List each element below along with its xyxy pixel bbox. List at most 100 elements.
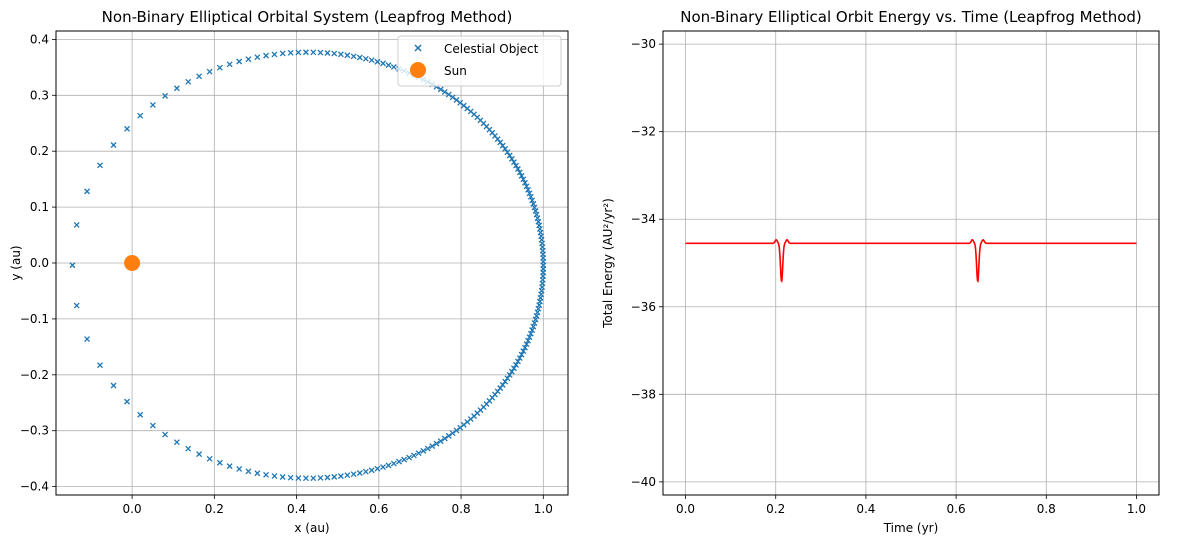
orbit-point <box>390 63 397 70</box>
energy-plot-grid <box>663 31 1159 495</box>
legend-celestial-marker <box>414 44 422 52</box>
orbit-point <box>506 371 513 378</box>
energy-xtick-label: 0.8 <box>1037 502 1056 516</box>
orbit-ytick-label: 0.0 <box>30 256 49 270</box>
orbit-point <box>216 459 223 466</box>
orbit-ytick-label: 0.4 <box>30 32 49 46</box>
orbit-point <box>137 112 144 119</box>
orbit-point <box>374 465 381 472</box>
orbit-point <box>518 351 525 358</box>
orbit-point <box>529 197 536 204</box>
energy-plot-title: Non-Binary Elliptical Orbit Energy vs. T… <box>680 8 1142 26</box>
orbit-point <box>206 455 213 462</box>
orbit-point <box>263 52 270 59</box>
orbit-ytick-label: −0.3 <box>20 424 49 438</box>
orbit-plot-ylabel: y (au) <box>9 245 23 280</box>
orbit-point <box>110 382 117 389</box>
orbit-point <box>385 62 392 69</box>
energy-plot-xlabel: Time (yr) <box>883 521 939 535</box>
orbit-point <box>433 440 440 447</box>
orbit-point <box>526 190 533 197</box>
orbit-point <box>510 365 517 372</box>
orbit-point <box>110 142 117 148</box>
orbit-point <box>295 49 302 56</box>
orbit-point <box>522 344 528 351</box>
orbit-point <box>271 473 278 480</box>
orbit-point <box>137 411 144 418</box>
orbit-plot-grid <box>56 31 568 495</box>
orbit-point <box>185 445 192 452</box>
orbit-xtick-label: 1.0 <box>534 502 553 516</box>
orbit-point <box>445 432 452 439</box>
orbit-plot-frame <box>55 30 569 496</box>
energy-xtick-label: 0.2 <box>766 502 785 516</box>
orbit-point <box>525 186 532 193</box>
orbit-xtick-label: 0.4 <box>287 502 306 516</box>
orbit-point <box>279 474 286 480</box>
orbit-point <box>344 52 351 59</box>
orbit-point <box>514 166 521 172</box>
orbit-point <box>362 55 369 62</box>
orbit-point <box>149 101 156 108</box>
orbit-point <box>356 54 363 61</box>
energy-xtick-label: 1.0 <box>1127 502 1146 516</box>
orbit-point <box>380 60 386 67</box>
energy-ytick-label: −34 <box>631 212 656 226</box>
orbit-point <box>530 323 537 330</box>
orbit-point <box>287 474 294 481</box>
orbit-point <box>185 78 192 85</box>
orbit-xtick-label: 0.8 <box>452 502 471 516</box>
orbit-point <box>368 57 375 64</box>
orbit-point <box>226 61 233 68</box>
orbit-point <box>73 221 80 228</box>
orbit-point <box>415 450 422 457</box>
orbit-point <box>331 473 338 480</box>
orbit-point <box>406 454 413 461</box>
orbit-point <box>344 472 351 479</box>
orbit-point <box>445 91 452 98</box>
orbit-point <box>368 467 375 474</box>
orbit-point <box>504 149 511 156</box>
orbit-point <box>324 50 331 56</box>
energy-plot-frame <box>662 30 1160 496</box>
orbit-point <box>508 368 515 375</box>
orbit-point <box>162 92 169 99</box>
orbit-point <box>527 193 534 200</box>
orbit-point <box>510 159 517 166</box>
orbit-point <box>216 64 223 71</box>
orbit-point <box>520 348 527 355</box>
energy-plot: Non-Binary Elliptical Orbit Energy vs. T… <box>601 8 1160 535</box>
orbit-ytick-label: −0.1 <box>20 312 49 326</box>
orbit-point <box>441 88 448 95</box>
orbit-point <box>502 145 509 152</box>
orbit-plot-legend: Celestial Object Sun <box>397 35 562 87</box>
orbit-point <box>350 53 357 60</box>
orbit-ytick-label: 0.1 <box>30 200 49 214</box>
orbit-point <box>236 58 243 65</box>
energy-xtick-label: 0.6 <box>947 502 966 516</box>
orbit-point <box>523 341 530 348</box>
orbit-point <box>506 152 513 159</box>
orbit-point <box>84 336 91 343</box>
orbit-point <box>453 427 460 434</box>
orbit-point <box>271 51 278 58</box>
orbit-point <box>97 162 103 169</box>
orbit-point <box>356 470 363 476</box>
orbit-point <box>295 475 302 482</box>
orbit-point <box>173 439 180 446</box>
orbit-point <box>410 452 417 459</box>
orbit-point <box>390 460 397 467</box>
orbit-plot-title: Non-Binary Elliptical Orbital System (Le… <box>102 8 513 26</box>
energy-plot-ticks: 0.0 0.2 0.4 0.6 0.8 1.0 −40 −38 −36 −34 −32 −30 <box>631 37 1146 516</box>
orbit-point <box>457 424 464 431</box>
orbit-point <box>527 330 534 337</box>
orbit-plot-points <box>69 49 547 482</box>
orbit-xtick-label: 0.2 <box>205 502 224 516</box>
orbit-point <box>520 176 527 183</box>
energy-ytick-label: −40 <box>631 475 656 489</box>
orbit-point <box>516 355 523 361</box>
orbit-point <box>254 470 261 477</box>
orbit-point <box>279 50 286 57</box>
orbit-point <box>317 474 324 481</box>
orbit-point <box>437 86 444 93</box>
